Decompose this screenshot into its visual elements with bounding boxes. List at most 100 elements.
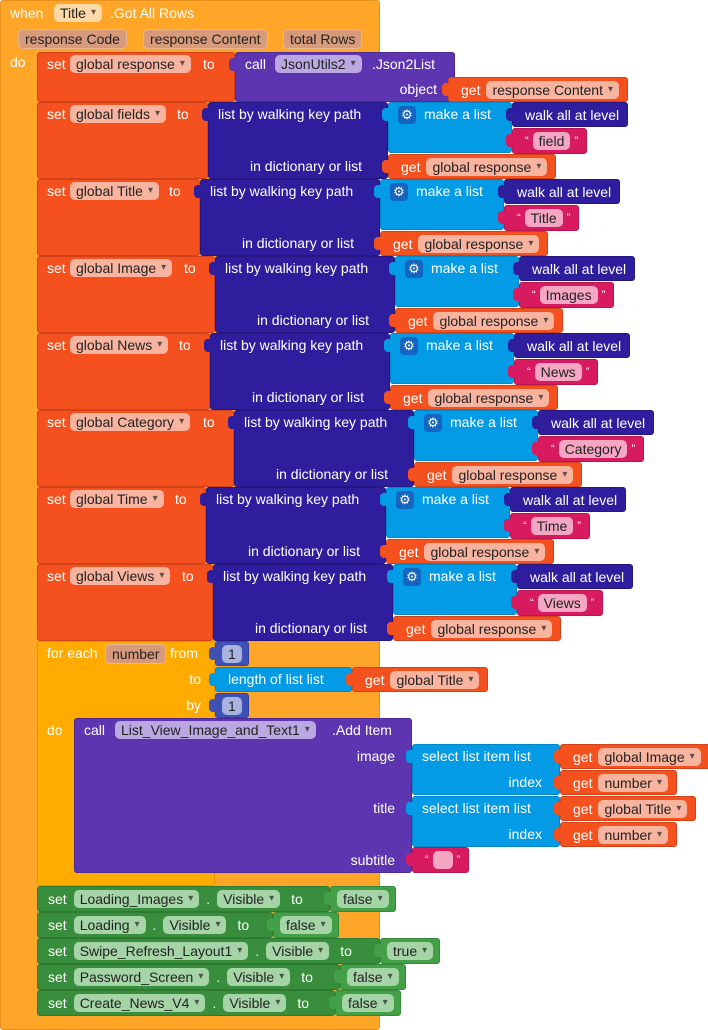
variable-dropdown[interactable]: global Image bbox=[70, 259, 173, 277]
text-key-block[interactable]: “Images” bbox=[519, 282, 615, 308]
variable-dropdown[interactable]: global Time bbox=[70, 490, 164, 508]
get-global-response-block[interactable]: get global response bbox=[386, 539, 555, 564]
get-index-block[interactable]: get number bbox=[560, 822, 677, 847]
set-component-property-block[interactable]: set Create_News_V4. Visible to bbox=[37, 990, 335, 1016]
walk-key-path-block[interactable] bbox=[208, 102, 388, 179]
variable-dropdown[interactable]: global response bbox=[433, 311, 555, 330]
variable-dropdown[interactable]: global Category bbox=[70, 413, 191, 431]
text-value[interactable]: Time bbox=[530, 517, 574, 535]
get-response-content-block[interactable]: get response Content bbox=[448, 77, 629, 102]
event-param-0[interactable]: response Code bbox=[18, 29, 127, 49]
get-global-response-block[interactable]: get global response bbox=[390, 385, 559, 410]
property-dropdown[interactable]: Visible bbox=[217, 890, 281, 908]
get-list-block[interactable]: get global Title bbox=[560, 796, 697, 821]
walk-all-at-level-block[interactable]: walk all at level bbox=[519, 256, 636, 281]
variable-dropdown[interactable]: global Title bbox=[70, 182, 159, 200]
text-value[interactable]: Title bbox=[524, 209, 563, 227]
walk-all-at-level-block[interactable]: walk all at level bbox=[512, 102, 629, 127]
text-key-block[interactable]: “field” bbox=[512, 128, 588, 154]
text-value[interactable]: News bbox=[534, 363, 582, 381]
walk-all-at-level-block[interactable]: walk all at level bbox=[514, 333, 631, 358]
walk-all-at-level-block[interactable]: walk all at level bbox=[504, 179, 621, 204]
event-param-2[interactable]: total Rows bbox=[283, 29, 363, 49]
variable-dropdown[interactable]: global Views bbox=[70, 567, 171, 585]
variable-dropdown[interactable]: global response bbox=[428, 388, 550, 407]
text-value[interactable]: Category bbox=[558, 440, 628, 458]
component-dropdown[interactable]: Password_Screen bbox=[73, 968, 210, 986]
text-value[interactable]: Views bbox=[537, 594, 587, 612]
component-dropdown[interactable]: List_View_Image_and_Text1 bbox=[115, 721, 316, 739]
variable-dropdown[interactable]: global response bbox=[426, 157, 548, 176]
variable-dropdown[interactable]: global response bbox=[418, 234, 540, 253]
walk-key-path-block[interactable] bbox=[213, 564, 393, 641]
property-dropdown[interactable]: Visible bbox=[163, 916, 227, 934]
boolean-dropdown[interactable]: false bbox=[337, 890, 389, 908]
event-component-dropdown[interactable]: Title bbox=[54, 4, 102, 22]
walk-key-path-block[interactable] bbox=[206, 487, 386, 564]
number-by-block[interactable]: 1 bbox=[215, 693, 249, 718]
set-component-property-block[interactable]: set Loading. Visible to bbox=[37, 912, 273, 938]
text-key-block[interactable]: “Category” bbox=[538, 436, 645, 462]
property-dropdown[interactable]: Visible bbox=[266, 942, 330, 960]
variable-dropdown[interactable]: global response bbox=[452, 465, 574, 484]
get-global-response-block[interactable]: get global response bbox=[388, 154, 557, 179]
set-component-property-block[interactable]: set Password_Screen. Visible to bbox=[37, 964, 340, 990]
get-index-block[interactable]: get number bbox=[560, 770, 677, 795]
get-global-response-block[interactable]: get global response bbox=[414, 462, 583, 487]
gear-icon[interactable]: ⚙ bbox=[396, 491, 414, 509]
walk-key-path-block[interactable] bbox=[200, 179, 380, 256]
make-a-list-block[interactable] bbox=[393, 564, 517, 615]
get-global-response-block[interactable]: get global response bbox=[393, 616, 562, 641]
gear-icon[interactable]: ⚙ bbox=[403, 568, 421, 586]
variable-dropdown[interactable]: global response bbox=[70, 55, 191, 73]
number-from-block[interactable]: 1 bbox=[215, 641, 249, 666]
gear-icon[interactable]: ⚙ bbox=[405, 260, 423, 278]
boolean-dropdown[interactable]: false bbox=[347, 968, 399, 986]
select-list-item-block[interactable] bbox=[412, 744, 560, 795]
set-component-property-block[interactable]: set Loading_Images. Visible to bbox=[37, 886, 330, 912]
gear-icon[interactable]: ⚙ bbox=[398, 106, 416, 124]
boolean-block[interactable]: false bbox=[273, 912, 339, 938]
property-dropdown[interactable]: Visible bbox=[223, 994, 287, 1012]
variable-dropdown[interactable]: number bbox=[598, 825, 668, 844]
gear-icon[interactable]: ⚙ bbox=[424, 414, 442, 432]
variable-dropdown[interactable]: global Title bbox=[598, 799, 688, 818]
loop-variable-chip[interactable]: number bbox=[105, 644, 167, 664]
boolean-dropdown[interactable]: false bbox=[280, 916, 332, 934]
component-dropdown[interactable]: Loading bbox=[73, 916, 146, 934]
walk-all-at-level-block[interactable]: walk all at level bbox=[510, 487, 627, 512]
gear-icon[interactable]: ⚙ bbox=[400, 337, 418, 355]
text-key-block[interactable]: “Title” bbox=[504, 205, 580, 231]
component-dropdown[interactable]: Swipe_Refresh_Layout1 bbox=[73, 942, 249, 960]
variable-dropdown[interactable]: response Content bbox=[486, 80, 620, 99]
boolean-dropdown[interactable]: false bbox=[342, 994, 394, 1012]
text-value[interactable]: field bbox=[532, 132, 571, 150]
boolean-block[interactable]: false bbox=[340, 964, 406, 990]
text-value[interactable]: Images bbox=[539, 286, 598, 304]
text-key-block[interactable]: “News” bbox=[514, 359, 599, 385]
event-param-1[interactable]: response Content bbox=[143, 29, 268, 49]
call-add-item-block[interactable] bbox=[74, 718, 412, 873]
length-of-list-block[interactable] bbox=[215, 667, 352, 692]
boolean-block[interactable]: true bbox=[380, 938, 441, 964]
boolean-dropdown[interactable]: true bbox=[387, 942, 434, 960]
text-key-block[interactable]: “Time” bbox=[510, 513, 590, 539]
text-value[interactable] bbox=[432, 851, 453, 869]
property-dropdown[interactable]: Visible bbox=[227, 968, 291, 986]
variable-dropdown[interactable]: global News bbox=[70, 336, 169, 354]
variable-dropdown[interactable]: global response bbox=[431, 619, 553, 638]
gear-icon[interactable]: ⚙ bbox=[390, 183, 408, 201]
component-dropdown[interactable]: JsonUtils2 bbox=[275, 55, 362, 73]
variable-dropdown[interactable]: global fields bbox=[70, 105, 166, 123]
variable-dropdown[interactable]: global Image bbox=[598, 747, 701, 766]
walk-key-path-block[interactable] bbox=[215, 256, 395, 333]
boolean-block[interactable]: false bbox=[330, 886, 396, 912]
set-component-property-block[interactable]: set Swipe_Refresh_Layout1. Visible to bbox=[37, 938, 380, 964]
get-global-title-block[interactable]: get global Title bbox=[352, 667, 489, 692]
walk-key-path-block[interactable] bbox=[234, 410, 414, 487]
number-value[interactable]: 1 bbox=[222, 644, 242, 663]
boolean-block[interactable]: false bbox=[335, 990, 401, 1016]
variable-dropdown[interactable]: global Title bbox=[390, 670, 480, 689]
select-list-item-block[interactable] bbox=[412, 796, 560, 847]
